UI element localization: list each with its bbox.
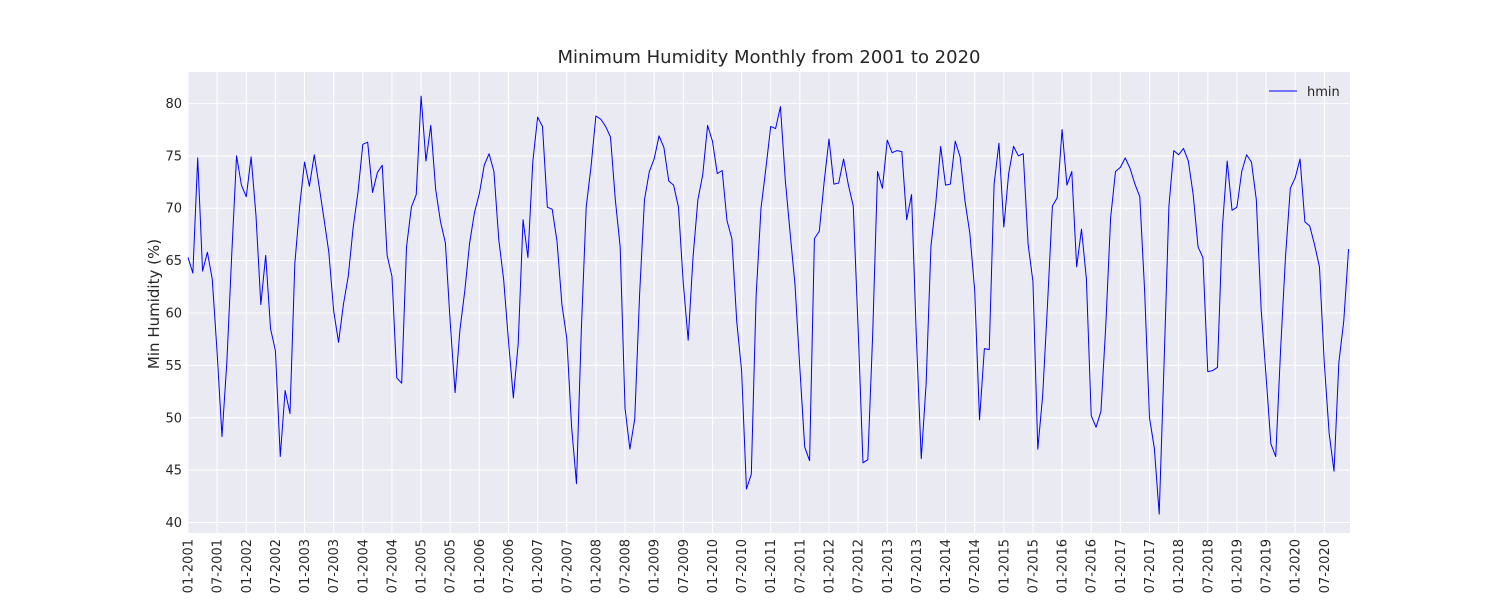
y-tick-label: 65 bbox=[165, 254, 182, 269]
x-tick-label: 07-2003 bbox=[327, 539, 342, 593]
x-tick-label: 01-2002 bbox=[240, 539, 255, 593]
y-tick-label: 75 bbox=[165, 149, 182, 164]
x-tick-label: 07-2002 bbox=[269, 539, 284, 593]
x-tick-label: 07-2014 bbox=[968, 539, 983, 593]
x-tick-label: 01-2003 bbox=[298, 539, 313, 593]
x-tick-label: 01-2013 bbox=[881, 539, 896, 593]
y-tick-label: 45 bbox=[165, 464, 182, 479]
x-tick-label: 01-2019 bbox=[1230, 539, 1245, 593]
x-tick-label: 01-2006 bbox=[473, 539, 488, 593]
x-tick-label: 07-2015 bbox=[1026, 539, 1041, 593]
x-tick-label: 01-2009 bbox=[648, 539, 663, 593]
x-tick-label: 07-2019 bbox=[1260, 539, 1275, 593]
x-tick-label: 01-2016 bbox=[1056, 539, 1071, 593]
x-tick-label: 01-2015 bbox=[997, 539, 1012, 593]
x-tick-label: 07-2001 bbox=[211, 539, 226, 593]
x-tick-label: 07-2016 bbox=[1085, 539, 1100, 593]
x-tick-label: 01-2017 bbox=[1114, 539, 1129, 593]
x-tick-label: 07-2012 bbox=[852, 539, 867, 593]
y-gridlines bbox=[188, 102, 1350, 524]
x-tick-label: 01-2005 bbox=[415, 539, 430, 593]
x-tick-label: 07-2018 bbox=[1201, 539, 1216, 593]
y-tick-label: 60 bbox=[165, 306, 182, 321]
y-tick-label: 70 bbox=[165, 202, 182, 217]
x-tick-label: 01-2018 bbox=[1172, 539, 1187, 593]
y-tick-label: 50 bbox=[165, 411, 182, 426]
y-axis-label: Min Humidity (%) bbox=[145, 239, 163, 369]
x-tick-label: 07-2007 bbox=[560, 539, 575, 593]
x-tick-label: 01-2001 bbox=[182, 539, 197, 593]
x-tick-label: 07-2017 bbox=[1143, 539, 1158, 593]
x-tick-label: 07-2011 bbox=[793, 539, 808, 593]
x-tick-label: 07-2008 bbox=[619, 539, 634, 593]
x-tick-label: 07-2013 bbox=[910, 539, 925, 593]
x-tick-label: 01-2020 bbox=[1289, 539, 1304, 593]
x-tick-label: 01-2008 bbox=[589, 539, 604, 593]
x-tick-label: 07-2009 bbox=[677, 539, 692, 593]
x-tick-label: 07-2005 bbox=[444, 539, 459, 593]
legend-label-hmin: hmin bbox=[1307, 85, 1340, 100]
x-tick-label: 07-2004 bbox=[385, 539, 400, 593]
series-layer bbox=[187, 95, 1350, 515]
x-tick-label: 01-2004 bbox=[356, 539, 371, 593]
series-line-hmin bbox=[187, 95, 1350, 515]
x-tick-label: 01-2010 bbox=[706, 539, 721, 593]
x-tick-label: 07-2010 bbox=[735, 539, 750, 593]
x-tick-label: 01-2007 bbox=[531, 539, 546, 593]
x-tick-label: 01-2011 bbox=[764, 539, 779, 593]
plot-area bbox=[188, 72, 1350, 533]
x-tick-label: 01-2012 bbox=[822, 539, 837, 593]
chart-title: Minimum Humidity Monthly from 2001 to 20… bbox=[557, 47, 980, 68]
y-axis-ticks: 40 45 50 55 60 65 70 75 80 bbox=[165, 97, 182, 531]
x-tick-label: 07-2020 bbox=[1318, 539, 1333, 593]
x-tick-label: 07-2006 bbox=[502, 539, 517, 593]
x-axis-ticks: 01-2001 07-2001 01-2002 07-2002 01-2003 07-20… bbox=[182, 539, 1333, 593]
x-tick-label: 01-2014 bbox=[939, 539, 954, 593]
y-tick-label: 80 bbox=[165, 97, 182, 112]
legend: hmin bbox=[1269, 85, 1340, 100]
y-tick-label: 55 bbox=[165, 359, 182, 374]
x-gridlines bbox=[187, 72, 1325, 533]
y-tick-label: 40 bbox=[165, 516, 182, 531]
